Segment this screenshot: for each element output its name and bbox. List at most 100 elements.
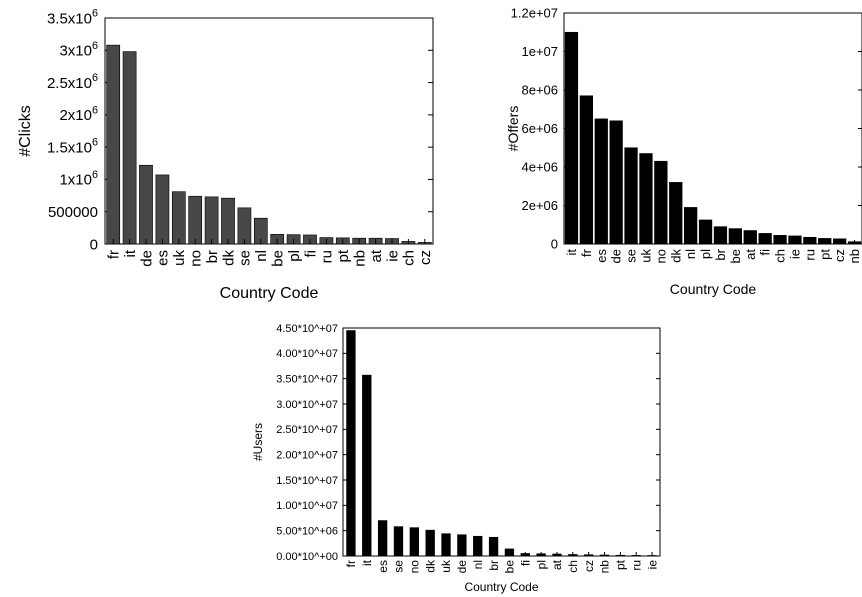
x-tick-label-ch: ch — [566, 560, 580, 573]
y-tick-label: 6e+06 — [521, 121, 558, 136]
bar-br — [204, 196, 219, 245]
y-tick-label: 5.00*10^+06 — [276, 526, 338, 538]
y-tick-label: 1e+07 — [521, 44, 558, 59]
x-tick-label-be: be — [269, 250, 286, 267]
y-tick-label: 3x106 — [59, 40, 98, 60]
x-tick-label-at: at — [550, 559, 564, 570]
y-tick-label: 0.00*10^+00 — [276, 551, 338, 563]
x-tick-label-de: de — [609, 249, 624, 263]
bar-uk — [639, 153, 653, 245]
x-tick-label-pt: pt — [614, 559, 628, 570]
bar-es — [155, 174, 170, 245]
bar-dk — [221, 197, 235, 245]
x-tick-label-it: it — [122, 249, 139, 257]
x-tick-label-cz: cz — [417, 250, 434, 265]
y-tick-exponent: 6 — [92, 40, 98, 52]
bar-nl — [684, 207, 698, 245]
y-tick-exponent: 6 — [92, 169, 98, 181]
x-tick-label-cz: cz — [582, 560, 596, 572]
x-tick-label-ru: ru — [802, 249, 817, 261]
x-tick-label-ch: ch — [401, 250, 418, 266]
x-tick-label-br: br — [713, 248, 728, 260]
y-tick-label: 3.50*10^+07 — [276, 374, 338, 386]
x-tick-label-es: es — [155, 250, 172, 266]
plot-frame — [104, 17, 434, 245]
y-tick-label: 1.2e+07 — [511, 6, 558, 21]
x-tick-label-fr: fr — [579, 248, 594, 257]
y-tick-label: 2.00*10^+07 — [276, 450, 338, 462]
y-tick-label: 4e+06 — [521, 160, 558, 175]
bar-uk — [171, 191, 186, 245]
x-tick-label-it: it — [564, 249, 579, 256]
x-tick-label-pl: pl — [286, 250, 303, 262]
bar-es — [594, 118, 608, 245]
x-tick-label-fi: fi — [758, 249, 773, 256]
x-tick-label-br: br — [204, 250, 221, 263]
x-tick-label-ch: ch — [773, 249, 788, 263]
x-tick-label-ie: ie — [788, 249, 803, 259]
x-tick-label-se: se — [392, 560, 406, 573]
x-tick-label-dk: dk — [423, 559, 437, 573]
y-tick-exponent: 6 — [92, 72, 98, 84]
x-tick-label-se: se — [237, 250, 254, 266]
y-axis-title: #Offers — [505, 106, 521, 152]
x-tick-label-fr: fr — [344, 560, 358, 567]
bar-de — [139, 164, 153, 245]
x-tick-label-es: es — [376, 560, 390, 573]
x-tick-label-de: de — [455, 560, 469, 574]
x-tick-label-nl: nl — [253, 250, 270, 262]
x-tick-label-it: it — [360, 559, 374, 566]
bar-de — [609, 120, 623, 245]
plot-frame — [342, 327, 661, 557]
y-tick-label: 1.5x106 — [47, 137, 98, 157]
chart-users: 0.00*10^+00 5.00*10^+06 1.00*10^+07 1.50*10… — [251, 323, 661, 594]
x-tick-label-nb: nb — [351, 250, 368, 267]
x-tick-label-dk: dk — [668, 249, 683, 263]
y-tick-label: 4.50*10^+07 — [276, 323, 338, 335]
y-tick-exponent: 6 — [92, 8, 98, 20]
bar-no — [188, 195, 203, 245]
x-tick-label-nb: nb — [847, 249, 862, 263]
x-tick-label-pl: pl — [698, 249, 713, 259]
bar-no — [654, 160, 668, 245]
x-tick-label-no: no — [408, 560, 422, 574]
bar-it — [122, 51, 137, 245]
bar-no — [409, 527, 419, 557]
x-tick-label-ru: ru — [319, 250, 336, 263]
x-tick-label-fi: fi — [518, 560, 532, 566]
x-tick-label-de: de — [138, 250, 155, 267]
y-tick-label: 2.5x106 — [47, 72, 98, 92]
x-tick-label-no: no — [653, 249, 668, 263]
y-tick-label: 3.00*10^+07 — [276, 399, 338, 411]
y-tick-exponent: 6 — [92, 137, 98, 149]
x-tick-label-pl: pl — [534, 560, 548, 569]
x-tick-label-be: be — [503, 560, 517, 574]
x-tick-label-no: no — [187, 250, 204, 267]
x-tick-label-dk: dk — [220, 250, 237, 266]
bar-it — [564, 31, 579, 245]
chart-clicks: 0 500000 1x106 1.5x106 2x106 2.5x106 3x106 3.5x… — [17, 8, 434, 303]
bar-se — [393, 526, 404, 557]
x-tick-label-ie: ie — [384, 250, 401, 262]
y-tick-label: 0 — [551, 237, 558, 252]
x-axis-title: Country Code — [220, 285, 319, 302]
x-tick-label-ie: ie — [645, 560, 659, 570]
x-tick-label-pt: pt — [817, 249, 832, 260]
y-tick-label: 2e+06 — [521, 198, 558, 213]
x-tick-label-uk: uk — [639, 249, 654, 263]
x-tick-label-be: be — [728, 249, 743, 263]
y-tick-label: 2.50*10^+07 — [276, 424, 338, 436]
x-tick-label-uk: uk — [171, 250, 188, 266]
y-tick-label: 0 — [90, 236, 98, 253]
bar-fr — [106, 44, 121, 245]
bar-se — [237, 207, 252, 245]
x-tick-label-br: br — [487, 560, 501, 571]
y-tick-exponent: 6 — [92, 104, 98, 116]
x-axis-title: Country Code — [464, 580, 538, 594]
plot-frame — [563, 12, 862, 245]
x-tick-label-pt: pt — [335, 249, 352, 262]
y-tick-label: 1.50*10^+07 — [276, 475, 338, 487]
x-tick-label-uk: uk — [439, 559, 453, 573]
